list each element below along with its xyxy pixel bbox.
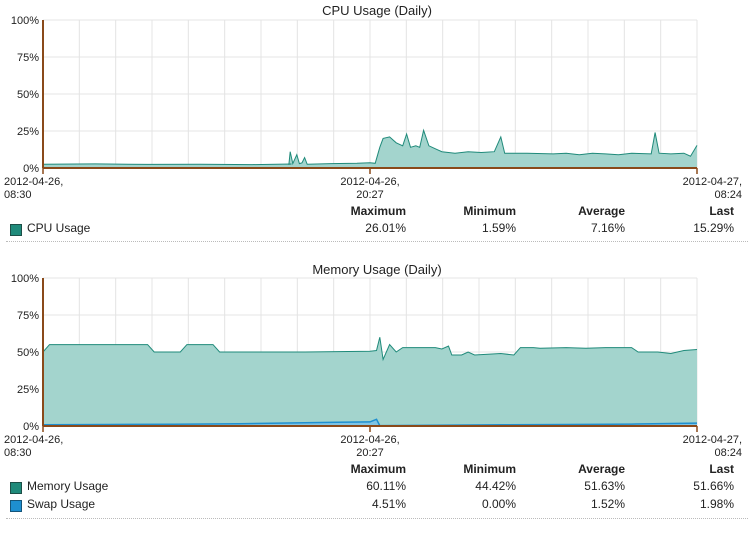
cpu-usage-line (42, 128, 698, 166)
memory-chart-title: Memory Usage (Daily) (312, 262, 442, 277)
cpu-header-last: Last (709, 204, 734, 218)
cpu-chart-panel: CPU Usage (Daily) 100% 75% 50% 25% 0% 2012-0… (0, 0, 754, 258)
cpu-usage-area (43, 130, 697, 168)
swap-value-last: 1.98% (699, 497, 734, 511)
memory-usage-line (42, 337, 698, 362)
cpu-stats-divider (6, 241, 748, 242)
memory-value-average: 51.63% (584, 479, 625, 493)
memory-chart-panel: Memory Usage (Daily) 100% 75% 50% 25% 0% 201… (0, 258, 754, 534)
memory-header-minimum: Minimum (463, 462, 516, 476)
cpu-value-last: 15.29% (693, 221, 734, 235)
cpu-value-average: 7.16% (590, 221, 625, 235)
swap-value-average: 1.52% (590, 497, 625, 511)
memory-header-last: Last (709, 462, 734, 476)
cpu-header-maximum: Maximum (350, 204, 406, 218)
memory-header-maximum: Maximum (350, 462, 406, 476)
memory-x-tick-middle: 2012-04-26, 20:27 (340, 434, 400, 459)
memory-plot: 100% 75% 50% 25% 0% (11, 273, 698, 433)
cpu-stats-header: Maximum Minimum Average Last (0, 204, 754, 220)
memory-legend-swatch (10, 482, 22, 494)
memory-y-tick-label-4: 0% (23, 421, 39, 433)
memory-y-tick-label-3: 25% (17, 384, 39, 396)
cpu-chart-title: CPU Usage (Daily) (322, 3, 432, 18)
swap-row-name: Swap Usage (27, 497, 96, 511)
cpu-row-name: CPU Usage (27, 221, 91, 235)
swap-legend-swatch (10, 500, 22, 512)
memory-stats-divider (6, 518, 748, 519)
memory-usage-area (43, 337, 697, 426)
cpu-plot: 100% 75% 50% 25% 0% (11, 15, 698, 175)
memory-x-tick-end: 2012-04-27, 08:24 (682, 434, 742, 459)
memory-row-name: Memory Usage (27, 479, 109, 493)
memory-stats-header: Maximum Minimum Average Last (0, 462, 754, 478)
memory-y-tick-label-1: 75% (17, 310, 39, 322)
cpu-x-tick-middle: 2012-04-26, 20:27 (340, 176, 400, 201)
cpu-legend-swatch (10, 224, 22, 236)
cpu-x-tick-end: 2012-04-27, 08:24 (682, 176, 742, 201)
cpu-value-maximum: 26.01% (365, 221, 406, 235)
cpu-header-average: Average (578, 204, 625, 218)
cpu-x-tick-start: 2012-04-26, 08:30 (4, 176, 64, 201)
memory-y-tick-label-0: 100% (11, 273, 39, 285)
swap-value-minimum: 0.00% (481, 497, 516, 511)
cpu-y-tick-label-3: 25% (17, 126, 39, 138)
memory-y-tick-label-2: 50% (17, 347, 39, 359)
memory-value-maximum: 60.11% (366, 479, 406, 493)
cpu-value-minimum: 1.59% (481, 221, 516, 235)
cpu-y-tick-label-2: 50% (17, 89, 39, 101)
swap-usage-line (42, 418, 698, 427)
cpu-header-minimum: Minimum (463, 204, 516, 218)
swap-stats-row: Swap Usage 4.51% 0.00% 1.52% 1.98% (0, 497, 754, 515)
memory-header-average: Average (578, 462, 625, 476)
memory-stats-row: Memory Usage 60.11% 44.42% 51.63% 51.66% (0, 479, 754, 497)
cpu-y-tick-label-1: 75% (17, 52, 39, 64)
cpu-y-tick-label-0: 100% (11, 15, 39, 27)
memory-value-last: 51.66% (693, 479, 734, 493)
swap-value-maximum: 4.51% (371, 497, 406, 511)
cpu-stats-row: CPU Usage 26.01% 1.59% 7.16% 15.29% (0, 221, 754, 239)
memory-x-tick-start: 2012-04-26, 08:30 (4, 434, 64, 459)
cpu-y-tick-label-4: 0% (23, 163, 39, 175)
memory-value-minimum: 44.42% (475, 479, 516, 493)
